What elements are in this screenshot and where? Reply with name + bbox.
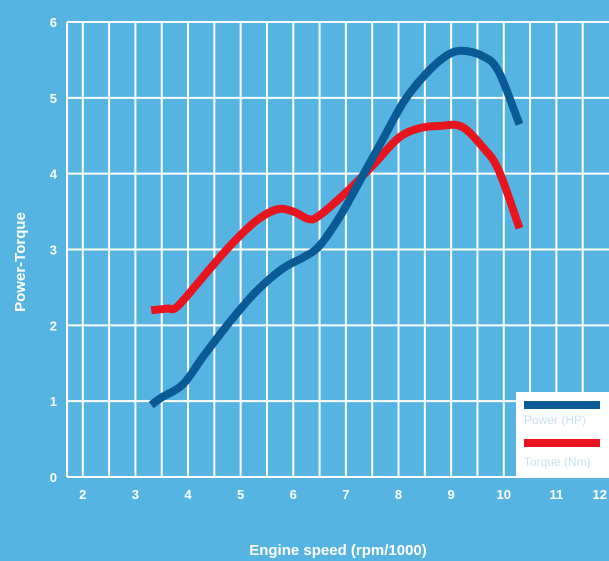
x-axis-ticks: 2 3 4 5 6 7 8 9 10 11 12 xyxy=(79,487,607,502)
x-tick-label: 4 xyxy=(184,487,192,502)
legend-label-torque: Torque (Nm) xyxy=(524,455,591,469)
x-tick-label: 9 xyxy=(448,487,455,502)
series-lines xyxy=(148,46,524,409)
x-tick-label: 5 xyxy=(237,487,244,502)
y-axis-ticks: 0 1 2 3 4 5 6 xyxy=(50,15,58,485)
y-tick-label: 6 xyxy=(50,15,57,30)
y-tick-label: 1 xyxy=(50,394,57,409)
legend-label-power: Power (HP) xyxy=(524,413,586,427)
x-tick-label: 8 xyxy=(395,487,402,502)
legend-swatch-power xyxy=(524,401,600,409)
series-line-power xyxy=(148,46,524,409)
x-tick-label: 7 xyxy=(342,487,349,502)
x-axis-title: Engine speed (rpm/1000) xyxy=(249,542,427,559)
y-tick-label: 4 xyxy=(50,167,58,182)
grid-lines xyxy=(66,21,609,478)
x-tick-label: 3 xyxy=(132,487,139,502)
y-axis-title: Power-Torque xyxy=(12,212,29,312)
x-tick-label: 2 xyxy=(79,487,86,502)
legend: Power (HP) Torque (Nm) xyxy=(516,392,609,476)
x-tick-label: 6 xyxy=(290,487,297,502)
legend-swatch-torque xyxy=(524,439,600,447)
y-tick-label: 0 xyxy=(50,470,57,485)
y-tick-label: 3 xyxy=(50,243,57,258)
y-tick-label: 2 xyxy=(50,318,57,333)
x-tick-label: 11 xyxy=(550,487,564,502)
x-tick-label: 12 xyxy=(593,487,607,502)
x-tick-label: 10 xyxy=(497,487,511,502)
series-line-torque xyxy=(150,120,524,315)
y-tick-label: 5 xyxy=(50,91,57,106)
